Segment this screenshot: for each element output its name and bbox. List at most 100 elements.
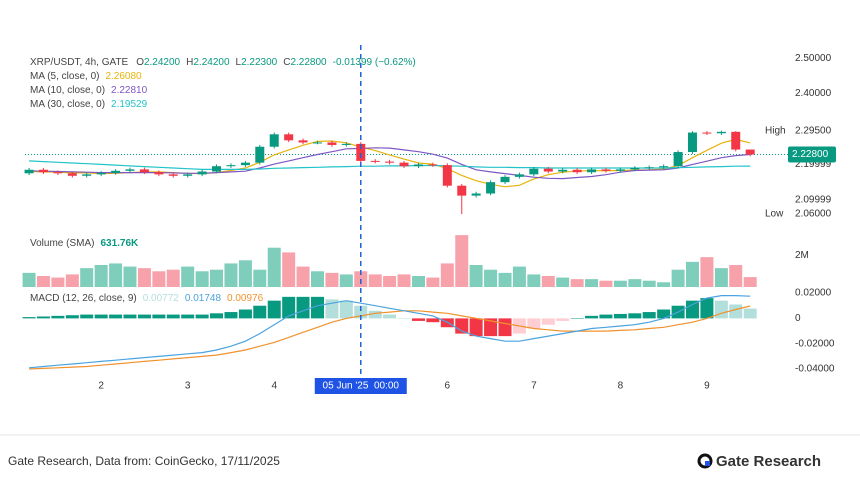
candle-body: [601, 169, 611, 171]
candle-body: [413, 164, 423, 167]
crosshair-tag: [314, 378, 407, 394]
volume-bar: [109, 263, 123, 287]
volume-bar: [181, 266, 195, 287]
volume-bar: [729, 265, 743, 287]
volume-bar: [94, 265, 108, 287]
macd-histogram-bar: [642, 312, 656, 319]
macd-histogram-bar: [267, 300, 281, 319]
candle-body: [428, 164, 438, 166]
macd-histogram-bar: [613, 313, 627, 319]
macd-histogram-bar: [397, 318, 411, 319]
volume-bar: [368, 274, 382, 287]
macd-histogram-bar: [94, 314, 108, 319]
candle-body: [745, 149, 755, 155]
candle-body: [442, 165, 452, 186]
volume-bar: [556, 277, 570, 287]
candle-body: [500, 176, 510, 183]
macd-histogram-bar: [383, 314, 397, 319]
y-tick-label: 2.19999: [795, 159, 832, 170]
volume-bar: [296, 266, 310, 287]
x-tick-label: 6: [445, 381, 451, 392]
macd-histogram-bar: [599, 314, 613, 319]
logo-square: [705, 461, 710, 466]
ma-line: [29, 138, 751, 188]
legend-item: Volume (SMA): [30, 238, 94, 249]
candle-body: [53, 172, 63, 174]
low-marker-label: 2.06000: [795, 209, 832, 220]
volume-bar: [282, 252, 296, 287]
crosshair-label: 05 Jun '25 00:00: [323, 381, 400, 392]
candle-body: [24, 169, 34, 174]
x-tick-label: 4: [271, 381, 277, 392]
low-marker-name: Low: [765, 209, 784, 220]
candle-body: [183, 174, 193, 176]
macd-histogram-bar: [36, 316, 50, 319]
legend-item: MACD (12, 26, close, 9): [30, 293, 137, 304]
legend-item: 0.00976: [227, 293, 264, 304]
candle-body: [731, 131, 741, 150]
candle-body: [673, 152, 683, 167]
volume-bar: [599, 280, 613, 287]
candle-body: [197, 171, 207, 175]
legend-item: 2.26080: [105, 71, 142, 82]
volume-bar: [411, 276, 425, 287]
y-tick-label: 2.09999: [795, 195, 832, 206]
macd-histogram-bar: [22, 317, 36, 319]
volume-bar: [339, 274, 353, 287]
candle-body: [96, 172, 106, 175]
volume-bar: [253, 269, 267, 287]
volume-bar: [527, 274, 541, 287]
y-tick-label: 0.02000: [795, 288, 832, 299]
macd-histogram-bar: [123, 314, 137, 319]
macd-histogram-bar: [137, 314, 151, 319]
legend: XRP/USDT, 4h, GATE O2.24200 H2.24200 L2.223…: [30, 57, 416, 68]
macd-histogram-bar: [426, 318, 440, 323]
x-tick-label: 2: [98, 381, 104, 392]
macd-histogram-bar: [498, 318, 512, 337]
volume-bar: [195, 271, 209, 287]
volume-bar: [628, 279, 642, 287]
candle-body: [370, 160, 380, 162]
legend-item: 2.22300: [241, 57, 278, 68]
candle-body: [255, 146, 265, 163]
volume-bar: [210, 269, 224, 287]
last-price-tag: [788, 146, 836, 163]
macd-histogram-bar: [714, 300, 728, 319]
candle-body: [154, 172, 164, 175]
candle-body: [168, 174, 178, 176]
legend-item: MA (10, close, 0): [30, 85, 105, 96]
macd-histogram-bar: [296, 296, 310, 319]
candle-body: [298, 140, 308, 143]
legend-item: -0.01399 (−0.62%): [333, 57, 416, 68]
volume-bar: [743, 277, 757, 287]
volume-bar: [22, 272, 36, 287]
legend-item: 0.01748: [185, 293, 222, 304]
legend-item: MA (30, close, 0): [30, 99, 105, 110]
candle-body: [38, 169, 48, 173]
macd-histogram-bar: [224, 312, 238, 319]
candle-body: [284, 134, 294, 141]
candle-body: [529, 168, 539, 175]
brand-logo: [697, 453, 713, 469]
candle-body: [399, 162, 409, 167]
y-tick-label: 2.40000: [795, 88, 832, 99]
volume-bar: [657, 282, 671, 287]
footer-source: Gate Research, Data from: CoinGecko, 17/…: [8, 454, 280, 468]
volume-bar: [80, 268, 94, 287]
volume-bar: [224, 263, 238, 287]
candle-body: [240, 162, 250, 166]
candle-body: [313, 142, 322, 144]
candle-body: [385, 161, 395, 163]
legend-item: MA (5, close, 0): [30, 71, 99, 82]
candle-body: [139, 169, 149, 173]
candle-body: [269, 134, 279, 147]
volume-bar: [455, 235, 469, 287]
y-tick-label: 2.50000: [795, 53, 832, 64]
footer-brand: Gate Research: [716, 453, 821, 470]
macd-histogram-bar: [339, 300, 353, 319]
legend-item: 2.22810: [111, 85, 148, 96]
candle-body: [67, 173, 77, 176]
macd-histogram-bar: [311, 296, 324, 319]
candle-body: [327, 142, 337, 145]
volume-bar: [397, 274, 411, 287]
